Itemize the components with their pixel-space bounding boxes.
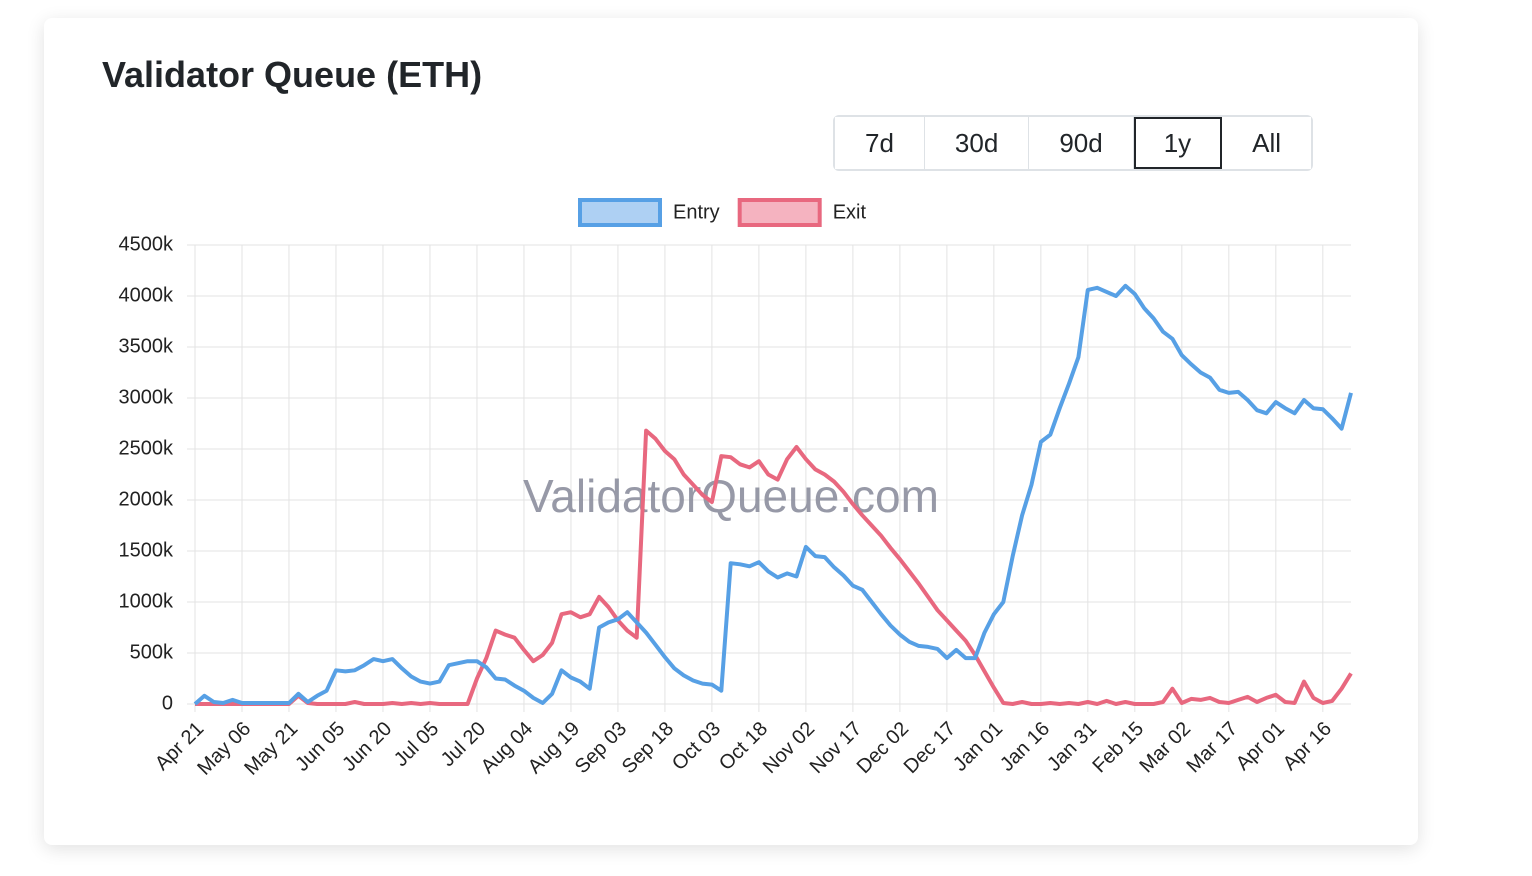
y-tick-label: 3000k (119, 386, 174, 408)
x-tick-label: Jan 31 (1043, 718, 1101, 776)
x-tick-label: Mar 02 (1136, 718, 1196, 778)
x-tick-label: Jan 16 (996, 718, 1054, 776)
watermark: ValidatorQueue.com (523, 470, 939, 522)
range-button[interactable]: 1y (1133, 117, 1223, 169)
range-selector: 7d 30d 90d 1y All (833, 115, 1314, 171)
legend-label: Entry (673, 201, 720, 223)
x-tick-label: Jun 05 (291, 718, 349, 776)
x-tick-label: Aug 04 (477, 718, 537, 778)
x-tick-label: Mar 17 (1183, 718, 1243, 778)
legend-swatch (578, 198, 662, 227)
y-tick-label: 4500k (119, 233, 174, 255)
card: Validator Queue (ETH) 7d 30d 90d 1y All (44, 18, 1418, 845)
y-tick-label: 2000k (119, 488, 174, 510)
x-tick-label: Apr 16 (1279, 718, 1336, 775)
x-tick-label: Apr 01 (1232, 718, 1289, 775)
legend-swatch (737, 198, 822, 227)
y-tick-label: 4000k (119, 284, 174, 306)
x-tick-label: May 21 (240, 718, 302, 780)
x-tick-label: Jun 20 (338, 718, 396, 776)
x-tick-label: Nov 02 (759, 718, 819, 778)
x-tick-label: Aug 19 (524, 718, 584, 778)
x-tick-label: Feb 15 (1089, 718, 1149, 778)
series-line (193, 283, 1353, 706)
x-tick-label: Dec 02 (853, 718, 913, 778)
x-tick-label: Nov 17 (806, 718, 866, 778)
y-tick-label: 0 (162, 692, 173, 714)
y-tick-label: 500k (130, 641, 174, 663)
y-tick-label: 1500k (119, 539, 174, 561)
chart-title: Validator Queue (ETH) (102, 54, 483, 95)
range-button[interactable]: All (1222, 117, 1312, 169)
legend-label: Exit (833, 201, 867, 223)
x-tick-label: Sep 18 (618, 718, 678, 778)
range-button[interactable]: 90d (1029, 117, 1134, 169)
x-tick-label: Jul 05 (390, 718, 443, 771)
x-tick-label: Sep 03 (571, 718, 631, 778)
range-button[interactable]: 7d (835, 117, 925, 169)
y-tick-label: 1000k (119, 590, 174, 612)
y-tick-label: 3500k (119, 335, 174, 357)
range-button[interactable]: 30d (924, 117, 1030, 169)
x-tick-label: Jan 01 (949, 718, 1007, 776)
x-tick-label: Dec 17 (900, 718, 960, 778)
series-line (195, 428, 1353, 706)
x-tick-label: Oct 03 (668, 718, 725, 775)
y-tick-label: 2500k (119, 437, 174, 459)
